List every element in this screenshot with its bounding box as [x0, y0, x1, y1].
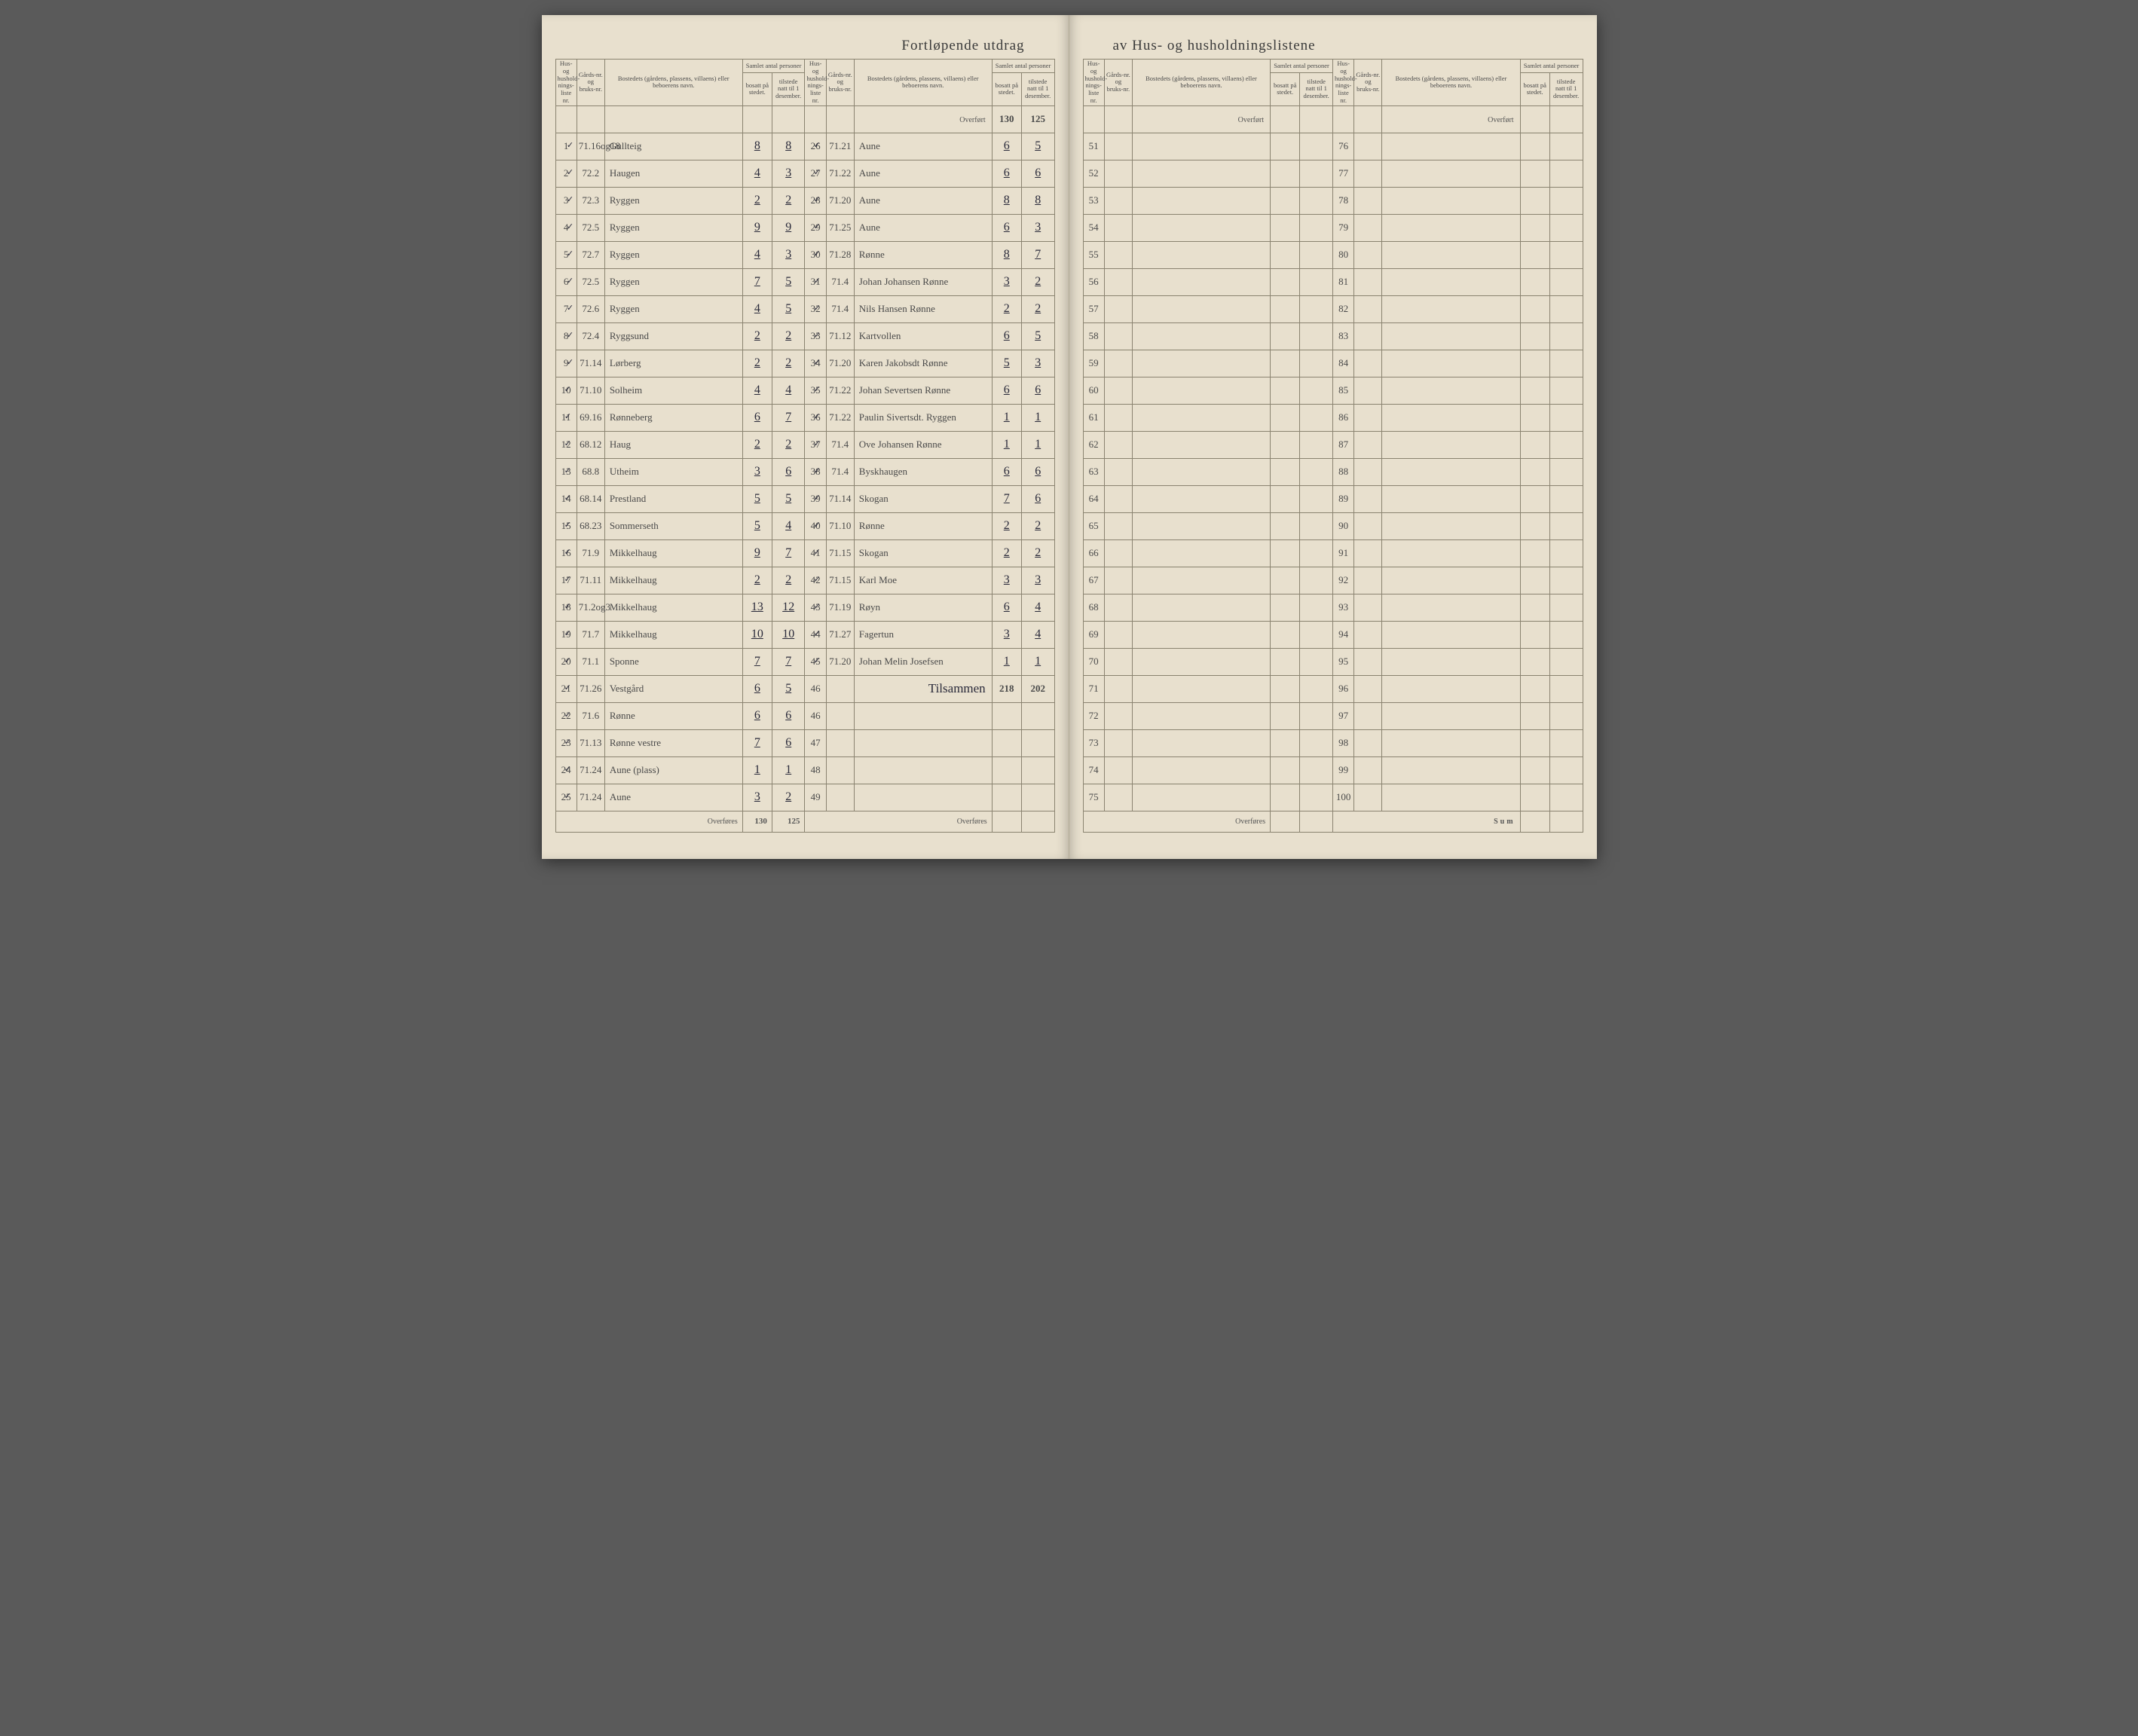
table-row: ✓472.5Ryggen99✓2971.25Aune63	[555, 214, 1054, 241]
th-hus: Hus- og hushold-nings-liste nr.	[555, 60, 577, 106]
footer-row: Overføres130125Overføres	[555, 811, 1054, 832]
table-row: ✓872.4Ryggsund22✓3371.12Kartvollen65	[555, 322, 1054, 350]
th-hus: Hus- og hushold-nings-liste nr.	[1332, 60, 1353, 106]
table-row: 6590	[1083, 512, 1583, 539]
th-tilstede: tilstede natt til 1 desember.	[1549, 73, 1583, 106]
table-header: Hus- og hushold-nings-liste nr. Gårds-nr…	[555, 60, 1054, 106]
table-row: 5984	[1083, 350, 1583, 377]
th-gards: Gårds-nr. og bruks-nr.	[577, 60, 604, 106]
table-row: ✓2071.1Sponne77✓4571.20Johan Melin Josef…	[555, 648, 1054, 675]
table-header: Hus- og hushold-nings-liste nr. Gårds-nr…	[1083, 60, 1583, 106]
table-row: ✓2571.24Aune3249	[555, 784, 1054, 811]
th-tilstede: tilstede natt til 1 desember.	[1021, 73, 1054, 106]
table-row: ✓1268.12Haug22✓3771.4Ove Johansen Rønne1…	[555, 431, 1054, 458]
table-row: 6186	[1083, 404, 1583, 431]
left-page: Fortløpende utdrag Hus- og hushold-nings…	[542, 15, 1069, 859]
th-samlet: Samlet antal personer	[992, 60, 1054, 73]
right-ledger-table: Hus- og hushold-nings-liste nr. Gårds-nr…	[1083, 59, 1583, 833]
table-row: 5378	[1083, 187, 1583, 214]
right-page: av Hus- og husholdningslistene Hus- og h…	[1069, 15, 1597, 859]
table-row: ✓1169.16Rønneberg67✓3671.22Paulin Sivert…	[555, 404, 1054, 431]
footer-row: OverføresSum	[1083, 811, 1583, 832]
table-row: 7297	[1083, 702, 1583, 729]
table-row: ✓1468.14Prestland55✓3971.14Skogan76	[555, 485, 1054, 512]
th-bosatt: bosatt på stedet.	[1520, 73, 1549, 106]
table-row: 6388	[1083, 458, 1583, 485]
th-tilstede: tilstede natt til 1 desember.	[1300, 73, 1333, 106]
table-row: 6893	[1083, 594, 1583, 621]
table-row: ✓1368.8Utheim36✓3871.4Byskhaugen66	[555, 458, 1054, 485]
th-samlet: Samlet antal personer	[742, 60, 805, 73]
table-row: ✓2371.13Rønne vestre7647	[555, 729, 1054, 756]
table-row: 6691	[1083, 539, 1583, 567]
th-samlet: Samlet antal personer	[1520, 60, 1583, 73]
table-row: ✓2471.24Aune (plass)1148	[555, 756, 1054, 784]
th-bosted: Bostedets (gårdens, plassens, villaens) …	[854, 60, 992, 106]
table-row: 6489	[1083, 485, 1583, 512]
th-gards: Gårds-nr. og bruks-nr.	[1354, 60, 1382, 106]
left-ledger-table: Hus- og hushold-nings-liste nr. Gårds-nr…	[555, 59, 1055, 833]
table-row: ✓1771.11Mikkelhaug22✓4271.15Karl Moe33	[555, 567, 1054, 594]
table-row: ✓1568.23Sommerseth54✓4071.10Rønne22	[555, 512, 1054, 539]
table-row: ✓772.6Ryggen45✓3271.4Nils Hansen Rønne22	[555, 295, 1054, 322]
table-row: OverførtOverført	[1083, 105, 1583, 133]
table-row: ✓372.3Ryggen22✓2871.20Aune88	[555, 187, 1054, 214]
table-row: 6287	[1083, 431, 1583, 458]
table-row: ✓2171.26Vestgård6546Tilsammen218202	[555, 675, 1054, 702]
th-samlet: Samlet antal personer	[1271, 60, 1333, 73]
table-row: ✓272.2Haugen43✓2771.22Aune66	[555, 160, 1054, 187]
table-row: ✓572.7Ryggen43✓3071.28Rønne87	[555, 241, 1054, 268]
table-row: Overført130125	[555, 105, 1054, 133]
table-row: ✓971.14Lørberg22✓3471.20Karen Jakobsdt R…	[555, 350, 1054, 377]
table-row: 7499	[1083, 756, 1583, 784]
table-row: ✓1971.7Mikkelhaug1010✓4471.27Fagertun34	[555, 621, 1054, 648]
table-row: 5277	[1083, 160, 1583, 187]
th-bosatt: bosatt på stedet.	[1271, 73, 1300, 106]
th-gards: Gårds-nr. og bruks-nr.	[1104, 60, 1132, 106]
table-row: 5580	[1083, 241, 1583, 268]
table-row: 6994	[1083, 621, 1583, 648]
ledger-spread: Fortløpende utdrag Hus- og hushold-nings…	[542, 15, 1597, 859]
th-hus: Hus- og hushold-nings-liste nr.	[1083, 60, 1104, 106]
table-row: 5782	[1083, 295, 1583, 322]
table-row: 75100	[1083, 784, 1583, 811]
table-row: 6085	[1083, 377, 1583, 404]
th-gards: Gårds-nr. og bruks-nr.	[826, 60, 854, 106]
table-row: 5681	[1083, 268, 1583, 295]
table-row: 7196	[1083, 675, 1583, 702]
table-row: ✓171.16og18Gullteig88✓2671.21Aune65	[555, 133, 1054, 160]
table-row: 6792	[1083, 567, 1583, 594]
table-row: 5176	[1083, 133, 1583, 160]
title-left: Fortløpende utdrag	[555, 38, 1055, 54]
table-row: ✓672.5Ryggen75✓3171.4Johan Johansen Rønn…	[555, 268, 1054, 295]
th-bosatt: bosatt på stedet.	[992, 73, 1021, 106]
table-row: 7095	[1083, 648, 1583, 675]
th-bosted: Bostedets (gårdens, plassens, villaens) …	[1382, 60, 1520, 106]
title-right: av Hus- og husholdningslistene	[1083, 38, 1583, 54]
table-row: ✓2271.6Rønne6646	[555, 702, 1054, 729]
table-row: 5479	[1083, 214, 1583, 241]
table-row: ✓1671.9Mikkelhaug97✓4171.15Skogan22	[555, 539, 1054, 567]
th-bosatt: bosatt på stedet.	[742, 73, 772, 106]
th-tilstede: tilstede natt til 1 desember.	[772, 73, 805, 106]
table-row: 7398	[1083, 729, 1583, 756]
table-row: ✓1071.10Solheim44✓3571.22Johan Severtsen…	[555, 377, 1054, 404]
th-bosted: Bostedets (gårdens, plassens, villaens) …	[1132, 60, 1270, 106]
th-bosted: Bostedets (gårdens, plassens, villaens) …	[604, 60, 742, 106]
table-row: ✓1871.2og3Mikkelhaug1312✓4371.19Røyn64	[555, 594, 1054, 621]
th-hus: Hus- og hushold-nings-liste nr.	[805, 60, 826, 106]
table-row: 5883	[1083, 322, 1583, 350]
